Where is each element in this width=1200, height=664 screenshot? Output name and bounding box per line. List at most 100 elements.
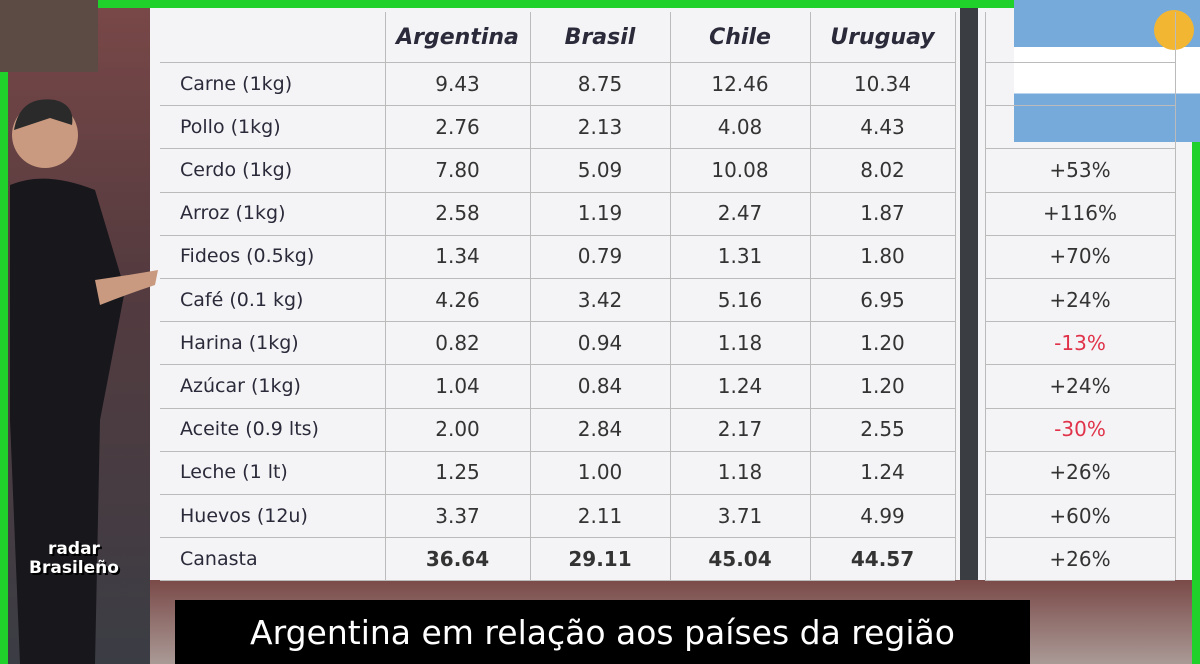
price-cell: 10.34 (853, 71, 912, 96)
flag-sun (1154, 10, 1194, 50)
row-line (985, 191, 1175, 193)
col-line (385, 12, 386, 581)
price-cell: 2.55 (860, 417, 905, 442)
column-header: Chile (709, 24, 771, 50)
col-line (985, 12, 986, 581)
caption-box: Argentina em relação aos países da regiã… (175, 600, 1030, 664)
row-label: Canasta (180, 547, 258, 570)
price-cell: 4.26 (435, 287, 480, 312)
row-label: Pollo (1kg) (180, 115, 281, 138)
row-label: Cerdo (1kg) (180, 158, 293, 181)
price-cell: 2.76 (435, 114, 480, 139)
change-cell: -13% (1054, 330, 1106, 355)
col-line (810, 12, 811, 581)
price-cell: 1.24 (860, 460, 905, 485)
price-cell: 44.57 (850, 546, 915, 571)
row-line (160, 62, 955, 63)
change-cell: +24% (1049, 373, 1111, 398)
presenter (10, 99, 158, 664)
row-line (985, 450, 1175, 452)
price-cell: 2.47 (717, 201, 763, 226)
row-line (985, 537, 1175, 539)
price-cell: 45.04 (708, 546, 772, 571)
price-cell: 5.16 (717, 287, 763, 312)
change-cell: +26% (1049, 460, 1111, 485)
price-cell: 1.24 (717, 373, 763, 398)
row-line (985, 580, 1175, 582)
row-label: Leche (1 lt) (180, 461, 288, 484)
row-label: Café (0.1 kg) (180, 288, 304, 311)
price-cell: 2.11 (577, 503, 623, 528)
price-cell: 1.87 (860, 201, 905, 226)
row-line (985, 407, 1175, 409)
price-cell: 12.46 (711, 71, 769, 96)
column-header: Brasil (564, 24, 636, 50)
row-line (160, 407, 955, 409)
change-cell: -30% (1054, 417, 1106, 442)
change-cell: +70% (1049, 244, 1111, 269)
row-line (160, 321, 955, 323)
row-line (160, 148, 955, 150)
row-line (160, 105, 955, 107)
flag (1014, 0, 1200, 142)
row-line (160, 450, 955, 452)
row-line (160, 580, 955, 582)
price-cell: 4.99 (860, 503, 905, 528)
price-cell: 4.08 (717, 114, 763, 139)
change-cell: +60% (1049, 503, 1111, 528)
price-cell: 1.31 (717, 244, 763, 269)
logo: radar Brasileño (14, 540, 134, 578)
price-cell: 7.80 (435, 157, 480, 182)
price-cell: 2.00 (435, 417, 480, 442)
row-line (160, 494, 955, 495)
row-line (985, 105, 1175, 107)
price-cell: 3.71 (717, 503, 763, 528)
price-cell: 1.20 (860, 373, 905, 398)
price-cell: 3.42 (577, 287, 623, 312)
row-line (160, 364, 955, 366)
price-cell: 5.09 (577, 157, 623, 182)
row-line (160, 278, 955, 279)
logo-line: Brasileño (29, 558, 119, 578)
column-header: Uruguay (830, 24, 935, 50)
col-line (530, 12, 531, 581)
price-cell: 2.84 (577, 417, 623, 442)
price-cell: 36.64 (425, 546, 490, 571)
row-label: Aceite (0.9 lts) (180, 418, 319, 441)
price-cell: 4.43 (860, 114, 905, 139)
col-line (955, 12, 956, 581)
price-cell: 1.34 (435, 244, 480, 269)
price-cell: 8.02 (860, 157, 905, 182)
change-cell: +116% (1043, 201, 1117, 226)
row-label: Arroz (1kg) (180, 202, 286, 225)
row-line (985, 278, 1175, 279)
price-cell: 9.43 (435, 71, 480, 96)
price-cell: 0.79 (577, 244, 623, 269)
price-cell: 1.25 (435, 460, 480, 485)
row-line (160, 537, 955, 539)
price-cell: 1.00 (577, 460, 623, 485)
price-cell: 1.20 (860, 330, 905, 355)
price-cell: 0.84 (577, 373, 623, 398)
row-label: Harina (1kg) (180, 331, 299, 354)
price-cell: 8.75 (577, 71, 623, 96)
price-cell: 1.19 (577, 201, 623, 226)
table-panel (150, 8, 960, 580)
col-line (1175, 12, 1176, 581)
price-cell: 1.04 (435, 373, 480, 398)
row-line (985, 62, 1175, 63)
change-cell: +53% (1049, 157, 1111, 182)
webcam-inset (0, 0, 98, 72)
price-cell: 2.17 (717, 417, 763, 442)
price-cell: 1.18 (717, 330, 763, 355)
row-line (985, 321, 1175, 323)
price-cell: 10.08 (711, 157, 769, 182)
row-line (160, 234, 955, 236)
price-cell: 6.95 (860, 287, 905, 312)
logo-line: radar (48, 539, 100, 559)
price-cell: 3.37 (435, 503, 480, 528)
col-line (670, 12, 671, 581)
price-cell: 1.80 (860, 244, 905, 269)
row-line (160, 191, 955, 193)
